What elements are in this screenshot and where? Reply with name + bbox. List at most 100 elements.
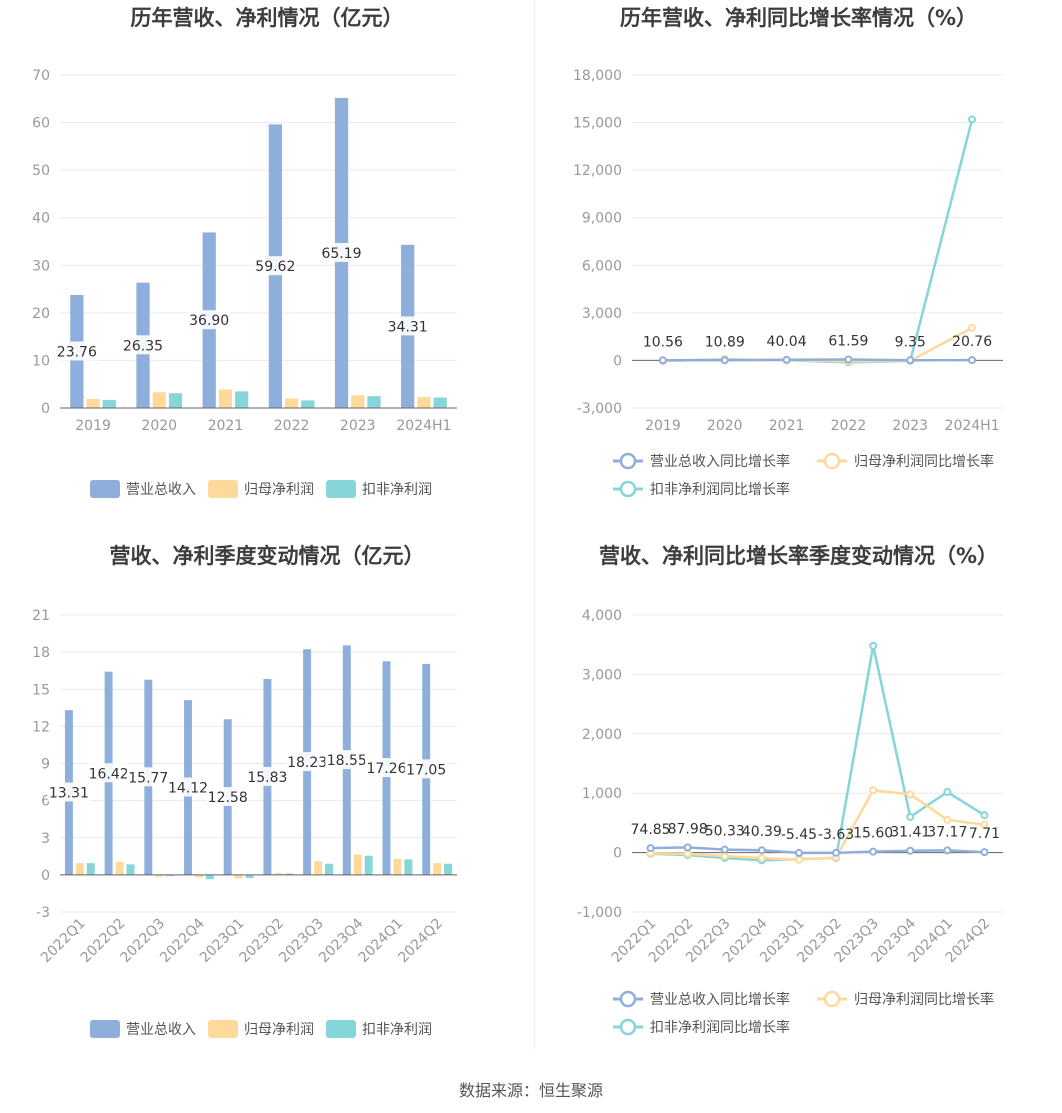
- x-tick-label: 2023: [892, 418, 928, 434]
- data-label: 15.83: [247, 770, 287, 786]
- net-profit-bar: [353, 854, 362, 875]
- revenue-growth-point: [980, 848, 989, 857]
- data-label: 50.33: [705, 824, 745, 840]
- data-label: 15.77: [128, 770, 168, 786]
- revenue-growth-point: [683, 843, 692, 852]
- net-profit-bar: [351, 395, 365, 408]
- x-tick-label: 2024H1: [945, 418, 1000, 434]
- legend-label: 营业总收入同比增长率: [650, 453, 790, 470]
- data-label-bg: [325, 750, 369, 770]
- y-tick-label: 9,000: [582, 211, 622, 227]
- legend-label: 归母净利润同比增长率: [854, 453, 994, 470]
- net-profit-bar: [393, 858, 402, 875]
- y-tick-label: 3,000: [582, 667, 622, 683]
- x-tick-label: 2021: [208, 418, 244, 434]
- y-tick-label: 9: [41, 757, 50, 773]
- annual-bar-chart: 0 10 20 30 40 50 60 70 23.76 26.35 36.90 59.62 65.19…: [32, 68, 457, 498]
- data-label: 20.76: [952, 334, 992, 350]
- revenue-growth-line: [662, 358, 973, 362]
- deducted-profit-bar: [364, 855, 373, 875]
- y-tick-label: 0: [41, 868, 50, 884]
- x-tick-label: 2022: [274, 418, 310, 434]
- data-label: 61.59: [828, 333, 868, 349]
- legend-swatch: [326, 1020, 356, 1038]
- revenue-growth-point: [720, 845, 729, 854]
- data-label-bg: [55, 341, 99, 361]
- y-tick-label: 0: [613, 353, 622, 369]
- x-tick-label: 2024H1: [396, 418, 451, 434]
- data-label-bg: [285, 752, 329, 772]
- data-label: -3.63: [818, 827, 854, 843]
- deducted-growth-point: [968, 115, 977, 124]
- x-tick-label: 2020: [707, 418, 743, 434]
- deducted-profit-bar: [168, 393, 183, 408]
- x-tick-label: 2021: [769, 418, 805, 434]
- net-profit-growth-point: [869, 786, 878, 795]
- y-tick-label: 20: [32, 306, 50, 322]
- revenue-growth-point: [658, 356, 667, 365]
- chart-title: 营收、净利季度变动情况（亿元）: [109, 544, 425, 568]
- y-tick-label: 10: [32, 353, 50, 369]
- annual-growth-line-chart: -3,000 0 3,000 6,000 9,000 12,000 15,000 18,000…: [573, 68, 1003, 498]
- legend-marker: [823, 990, 841, 1008]
- deducted-profit-bar: [166, 874, 175, 877]
- data-label: 26.35: [123, 338, 163, 354]
- deducted-profit-bar: [367, 396, 381, 408]
- data-label: 65.19: [321, 246, 361, 262]
- revenue-growth-point: [906, 846, 915, 855]
- data-label: 18.55: [327, 753, 367, 769]
- y-tick-label: 70: [32, 68, 50, 84]
- y-tick-label: 6: [41, 794, 50, 810]
- net-profit-growth-line: [650, 788, 985, 861]
- net-profit-bar: [86, 398, 100, 408]
- revenue-growth-line: [650, 846, 985, 855]
- legend-marker: [619, 990, 637, 1008]
- deducted-profit-bar: [126, 864, 135, 875]
- legend-marker: [619, 480, 637, 498]
- data-label: 23.76: [57, 344, 97, 360]
- x-tick-label: 2022: [831, 418, 867, 434]
- data-label: 15.60: [853, 826, 893, 842]
- deducted-growth-line: [662, 119, 974, 364]
- deducted-profit-bar: [444, 863, 453, 875]
- net-profit-growth-point: [794, 855, 803, 864]
- deducted-growth-point: [943, 788, 952, 797]
- legend-swatch: [208, 480, 238, 498]
- net-profit-growth-point: [757, 853, 766, 862]
- deducted-growth-point: [906, 812, 915, 821]
- revenue-growth-point: [844, 355, 853, 364]
- legend-label: 归母净利润同比增长率: [854, 991, 994, 1008]
- revenue-growth-point: [646, 844, 655, 853]
- legend-swatch: [90, 1020, 120, 1038]
- deducted-profit-bar: [235, 391, 249, 408]
- data-label: 59.62: [255, 259, 295, 275]
- y-tick-label: 21: [32, 608, 50, 624]
- data-label: 12.58: [208, 790, 248, 806]
- data-label: 17.26: [366, 761, 406, 777]
- data-label: 17.05: [406, 762, 446, 778]
- y-tick-label: -3,000: [577, 401, 622, 417]
- deducted-profit-bar: [245, 874, 254, 878]
- data-label-bg: [253, 256, 297, 276]
- net-profit-growth-point: [683, 849, 692, 858]
- y-tick-label: 0: [613, 846, 622, 862]
- data-label-bg: [404, 759, 448, 779]
- y-tick-label: 2,000: [582, 727, 622, 743]
- y-tick-label: 18: [32, 645, 50, 661]
- chart-title: 历年营收、净利同比增长率情况（%）: [619, 6, 978, 30]
- data-label-bg: [320, 242, 364, 262]
- data-label: 87.98: [668, 821, 708, 837]
- net-profit-bar: [115, 861, 124, 875]
- data-label: 74.85: [631, 822, 671, 838]
- legend-label: 归母净利润: [244, 481, 314, 498]
- y-tick-label: 60: [32, 116, 50, 132]
- deducted-growth-point: [980, 811, 989, 820]
- annual-growth-panel: 历年营收、净利同比增长率情况（%） -3,000 0 3,000 6,000 9,000…: [535, 0, 1062, 520]
- net-profit-bar: [314, 861, 323, 875]
- deducted-growth-point: [869, 641, 878, 650]
- y-tick-label: 12: [32, 719, 50, 735]
- chart-title: 历年营收、净利情况（亿元）: [130, 6, 404, 30]
- deducted-profit-bar: [205, 874, 214, 880]
- data-label-bg: [365, 758, 409, 778]
